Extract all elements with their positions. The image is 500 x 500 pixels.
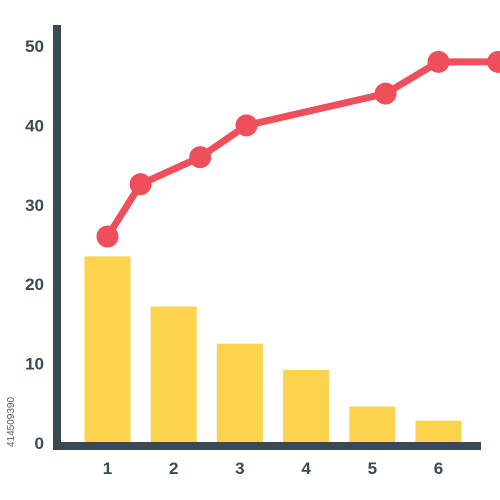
bar-1 [84, 256, 131, 443]
y-tick-label: 0 [35, 434, 44, 453]
line-point-1 [96, 225, 119, 248]
x-tick-label: 4 [301, 459, 311, 478]
bar-4 [283, 369, 330, 443]
line-point-2 [129, 173, 152, 196]
x-tick-label: 2 [169, 459, 178, 478]
y-tick-label: 50 [25, 37, 44, 56]
stock-id-label: 414509390 [6, 397, 17, 447]
y-axis-line [53, 25, 61, 450]
x-tick-label: 1 [103, 459, 112, 478]
y-axis-ticks: 0 10 20 30 40 50 [25, 37, 44, 453]
x-tick-label: 5 [368, 459, 377, 478]
bar-6 [415, 420, 462, 443]
x-tick-label: 3 [235, 459, 244, 478]
y-tick-label: 30 [25, 196, 44, 215]
x-tick-label: 6 [434, 459, 443, 478]
x-axis-ticks: 1 2 3 4 5 6 [103, 459, 443, 478]
line-point-4 [235, 114, 258, 137]
bar-series [84, 256, 462, 443]
bar-3 [216, 343, 263, 443]
line-point-5 [374, 82, 397, 105]
y-tick-label: 20 [25, 275, 44, 294]
line-series [96, 50, 500, 248]
y-tick-label: 40 [25, 116, 44, 135]
line-point-3 [189, 146, 212, 169]
line-point-7 [487, 50, 500, 73]
bar-5 [349, 406, 396, 443]
x-axis-line [53, 442, 481, 450]
bar-2 [150, 306, 197, 443]
y-tick-label: 10 [25, 355, 44, 374]
line-path [104, 58, 500, 241]
line-point-6 [427, 50, 450, 73]
